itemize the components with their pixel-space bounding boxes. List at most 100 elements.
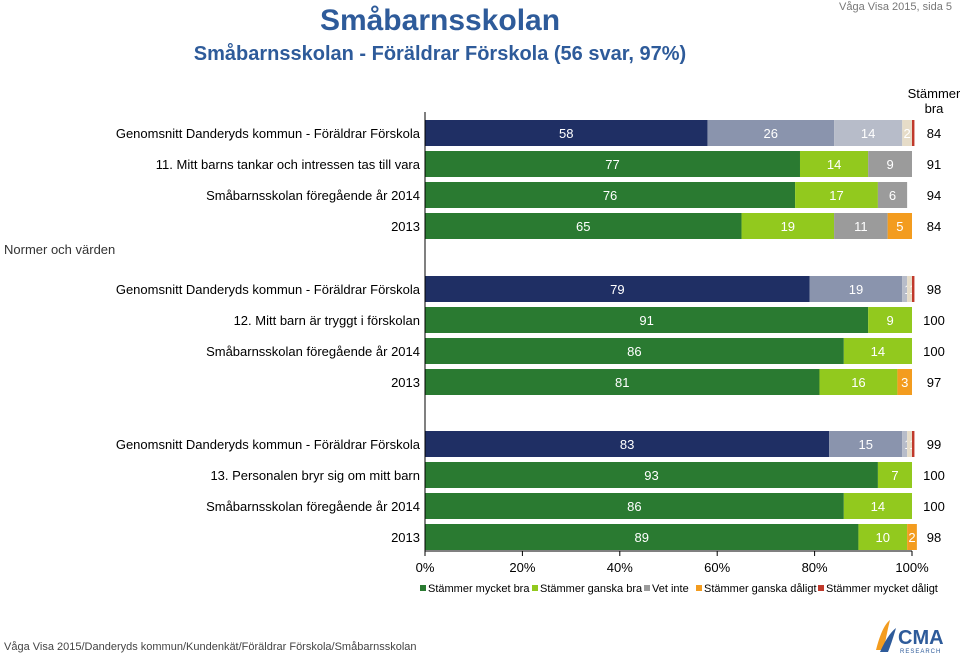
total-value: 84: [927, 219, 941, 234]
bar-segment: [868, 151, 912, 177]
row-label: 13. Personalen bryr sig om mitt barn: [210, 468, 420, 483]
bar-segment: [425, 524, 859, 550]
bar-segment: [425, 307, 869, 333]
data-label: 9: [886, 313, 893, 328]
bar-segment: [877, 182, 908, 208]
data-label: 0: [909, 188, 916, 203]
bar-segment: [425, 120, 708, 146]
bar-segment: [799, 151, 869, 177]
bar-segment: [902, 431, 908, 457]
data-label: 19: [849, 282, 863, 297]
data-label: 26: [764, 126, 778, 141]
bar-segment: [425, 338, 844, 364]
legend-label: Stämmer ganska bra: [540, 583, 643, 595]
row-label: 12. Mitt barn är tryggt i förskolan: [234, 313, 420, 328]
total-value: 100: [923, 499, 945, 514]
legend-swatch: [420, 585, 426, 591]
data-label: 0: [914, 375, 921, 390]
legend-label: Stämmer ganska dåligt: [704, 583, 817, 595]
x-tick-label: 100%: [895, 560, 929, 575]
bar-segment: [902, 120, 912, 146]
x-tick-label: 60%: [704, 560, 730, 575]
data-label: 2: [904, 126, 911, 141]
data-label: 89: [634, 530, 648, 545]
total-value: 98: [927, 282, 941, 297]
x-tick-label: 80%: [802, 560, 828, 575]
row-label: 11. Mitt barns tankar och intressen tas …: [156, 157, 421, 172]
data-label: 3: [901, 375, 908, 390]
bar-segment: [425, 182, 796, 208]
cma-logo: CMA RESEARCH: [870, 616, 960, 661]
bar-segment: [425, 493, 844, 519]
data-label: 14: [871, 344, 885, 359]
total-value: 99: [927, 437, 941, 452]
row-label: Genomsnitt Danderyds kommun - Föräldrar …: [116, 282, 421, 297]
data-label: 14: [861, 126, 875, 141]
logo-subtext: RESEARCH: [900, 649, 941, 655]
data-label: 2: [908, 530, 915, 545]
row-label: Småbarnsskolan föregående år 2014: [206, 188, 420, 203]
page-title: Småbarnsskolan: [319, 4, 561, 37]
data-label: 0: [914, 437, 921, 452]
bar-segment: [741, 213, 835, 239]
data-label: 86: [627, 344, 641, 359]
bar-segment: [858, 524, 908, 550]
data-label: 16: [851, 375, 865, 390]
total-value: 84: [927, 126, 941, 141]
footer-path: Våga Visa 2015/Danderyds kommun/Kundenkä…: [4, 641, 417, 653]
data-label: 93: [644, 468, 658, 483]
bar-segment: [425, 213, 742, 239]
bar-segment: [912, 431, 915, 457]
total-value: 100: [923, 344, 945, 359]
row-label: Småbarnsskolan föregående år 2014: [206, 499, 420, 514]
data-label: 0: [914, 468, 921, 483]
bar-segment: [834, 120, 903, 146]
total-value: 98: [927, 530, 941, 545]
bar-segment: [795, 182, 878, 208]
bar-segment: [707, 120, 835, 146]
data-label: 58: [559, 126, 573, 141]
data-label: 5: [896, 219, 903, 234]
data-label: 86: [627, 499, 641, 514]
row-label: Småbarnsskolan föregående år 2014: [206, 344, 420, 359]
page-subtitle: Småbarnsskolan - Föräldrar Förskola (56 …: [193, 43, 687, 65]
total-value: 91: [927, 157, 941, 172]
row-label: Genomsnitt Danderyds kommun - Föräldrar …: [116, 126, 421, 141]
data-label: 83: [620, 437, 634, 452]
right-column-header: Stämmer: [908, 86, 960, 101]
bar-segment: [829, 431, 903, 457]
bar-segment: [843, 493, 912, 519]
bar-segment: [877, 462, 912, 488]
page-reference: Våga Visa 2015, sida 5: [839, 1, 952, 13]
data-label: 10: [876, 530, 890, 545]
data-label: 79: [610, 282, 624, 297]
data-label: 91: [639, 313, 653, 328]
legend-swatch: [696, 585, 702, 591]
data-label: 17: [829, 188, 843, 203]
data-label: 0: [914, 282, 921, 297]
row-label: 2013: [391, 530, 420, 545]
data-label: 0: [914, 219, 921, 234]
legend-label: Vet inte: [652, 583, 689, 595]
data-label: 76: [603, 188, 617, 203]
row-label: 2013: [391, 219, 420, 234]
data-label: 81: [615, 375, 629, 390]
x-tick-label: 40%: [607, 560, 633, 575]
bar-segment: [843, 338, 912, 364]
data-label: 0: [914, 499, 921, 514]
bar-segment: [425, 276, 810, 302]
data-label: 14: [827, 157, 841, 172]
x-tick-label: 0%: [416, 560, 435, 575]
row-label: 2013: [391, 375, 420, 390]
data-label: 9: [886, 157, 893, 172]
bar-segment: [887, 213, 912, 239]
data-label: 19: [781, 219, 795, 234]
data-label: 0: [914, 157, 921, 172]
data-label: 0: [914, 344, 921, 359]
bar-segment: [425, 151, 800, 177]
legend-swatch: [644, 585, 650, 591]
bar-segment: [912, 276, 915, 302]
bar-segment: [907, 524, 917, 550]
bar-segment: [907, 276, 912, 302]
